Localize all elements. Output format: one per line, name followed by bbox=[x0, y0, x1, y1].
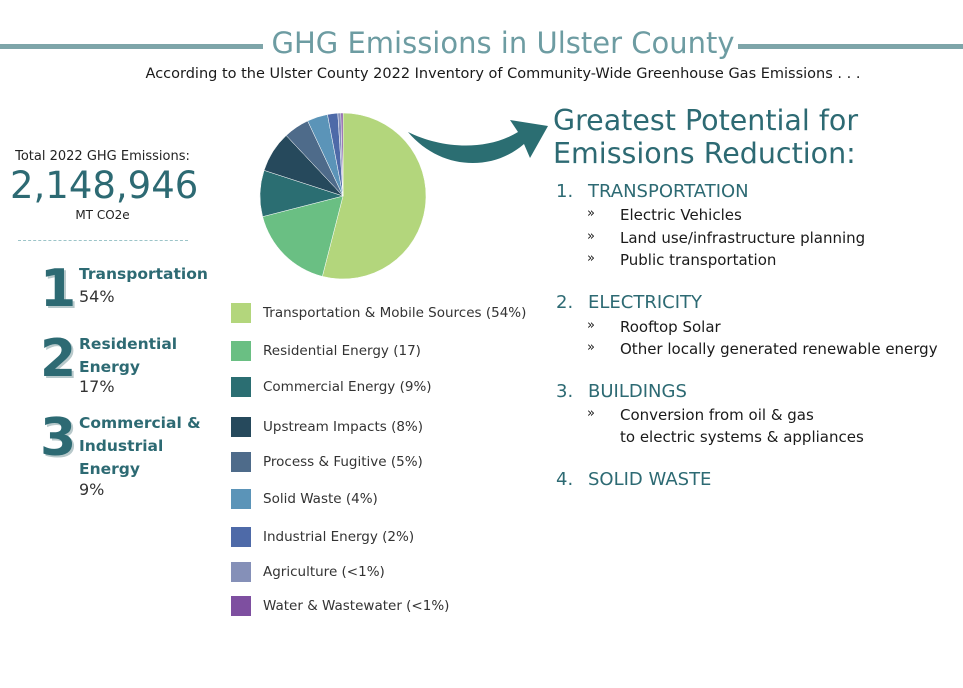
total-emissions-unit: MT CO2e bbox=[75, 208, 130, 222]
legend-label: Transportation & Mobile Sources (54%) bbox=[263, 305, 527, 321]
legend-label: Industrial Energy (2%) bbox=[263, 529, 415, 545]
page-title: GHG Emissions in Ulster County bbox=[271, 26, 735, 60]
legend-label: Solid Waste (4%) bbox=[263, 491, 378, 507]
curved-arrow bbox=[408, 120, 548, 164]
rank-name: Residential Energy bbox=[79, 335, 178, 376]
page-subtitle: According to the Ulster County 2022 Inve… bbox=[145, 66, 861, 82]
bullet-icon: » bbox=[587, 229, 595, 244]
rank-number: 3 bbox=[40, 408, 77, 468]
legend-swatch bbox=[231, 527, 251, 547]
category-name: BUILDINGS bbox=[588, 381, 687, 402]
legend-swatch bbox=[231, 452, 251, 472]
legend-swatch bbox=[231, 341, 251, 361]
reduction-heading: Greatest Potential for Emissions Reducti… bbox=[553, 104, 858, 170]
legend-swatch bbox=[231, 489, 251, 509]
legend-label: Agriculture (<1%) bbox=[263, 564, 385, 580]
pie-slice bbox=[262, 195, 344, 277]
category-number: 4. bbox=[556, 469, 574, 490]
category-number: 1. bbox=[556, 181, 574, 202]
legend-label: Water & Wastewater (<1%) bbox=[263, 598, 450, 614]
reduction-heading-line2: Emissions Reduction: bbox=[553, 137, 856, 170]
title-rule-right bbox=[738, 44, 963, 49]
pie-slice bbox=[322, 112, 427, 280]
category-number: 3. bbox=[556, 381, 574, 402]
rank-percent: 17% bbox=[79, 377, 115, 396]
rank-number: 2 bbox=[40, 329, 77, 389]
title-rule-left bbox=[0, 44, 263, 49]
bullet-icon: » bbox=[587, 251, 595, 266]
legend-swatch bbox=[231, 562, 251, 582]
category-name: ELECTRICITY bbox=[588, 292, 703, 313]
bullet-icon: » bbox=[587, 318, 595, 333]
emissions-pie-chart bbox=[259, 112, 427, 280]
pie-slice bbox=[340, 112, 344, 197]
rank-name: Commercial & Industrial Energy bbox=[79, 414, 201, 478]
total-emissions-value: 2,148,946 bbox=[10, 164, 199, 207]
legend-swatch bbox=[231, 596, 251, 616]
reduction-heading-line1: Greatest Potential for bbox=[553, 104, 859, 137]
legend-label: Upstream Impacts (8%) bbox=[263, 419, 424, 435]
rank-name: Transportation bbox=[79, 265, 208, 283]
category-name: SOLID WASTE bbox=[588, 469, 712, 490]
legend-swatch bbox=[231, 417, 251, 437]
bullet-icon: » bbox=[587, 406, 595, 421]
legend-label: Process & Fugitive (5%) bbox=[263, 454, 423, 470]
bullet-icon: » bbox=[587, 206, 595, 221]
rank-number: 1 bbox=[40, 259, 77, 319]
legend-swatch bbox=[231, 303, 251, 323]
legend-swatch bbox=[231, 377, 251, 397]
category-name: TRANSPORTATION bbox=[588, 181, 749, 202]
legend-label: Commercial Energy (9%) bbox=[263, 379, 432, 395]
summary-divider bbox=[18, 240, 188, 241]
bullet-icon: » bbox=[587, 340, 595, 355]
rank-percent: 9% bbox=[79, 480, 105, 499]
category-number: 2. bbox=[556, 292, 574, 313]
total-emissions-label: Total 2022 GHG Emissions: bbox=[15, 149, 190, 164]
legend-label: Residential Energy (17) bbox=[263, 343, 421, 359]
rank-percent: 54% bbox=[79, 287, 115, 306]
